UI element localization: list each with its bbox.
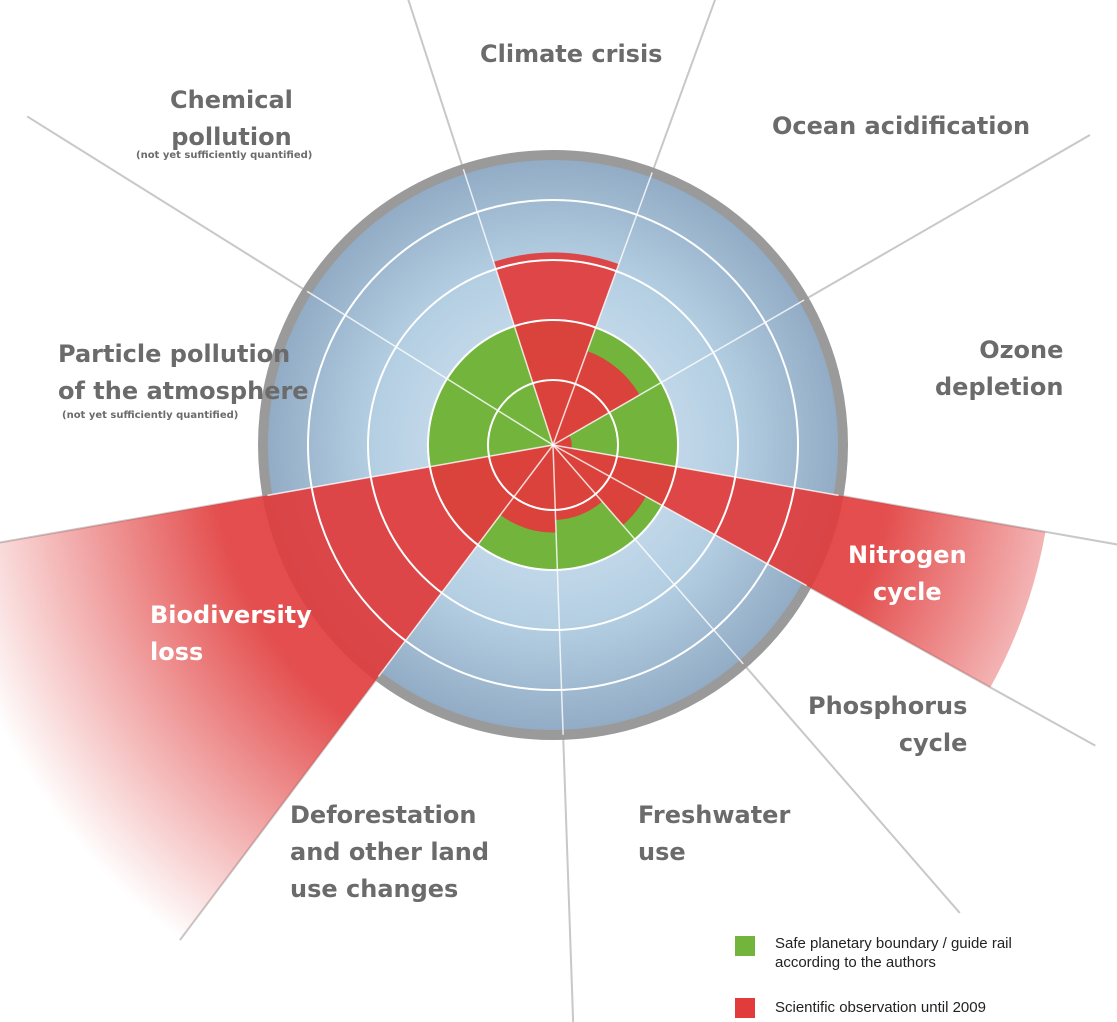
sector-line: [552, 299, 805, 446]
observation-wedge: [0, 445, 553, 945]
boundary-wedge: [428, 378, 553, 467]
legend-swatch: [735, 998, 755, 1018]
sector-line: [462, 168, 554, 446]
observation-wedge: [500, 445, 557, 533]
label: Biodiversity loss: [150, 601, 312, 666]
observation-wedge: [553, 351, 640, 445]
ring: [487, 379, 619, 511]
note: (not yet sufficiently quantified): [136, 150, 313, 161]
label: Phosphorus cycle: [808, 692, 968, 757]
sector-line: [552, 444, 808, 587]
observation-wedge: [553, 445, 1046, 688]
legend-swatch: [735, 936, 755, 956]
label: Nitrogen cycle: [848, 541, 967, 606]
sector-line: [552, 444, 744, 665]
label: Deforestation and other land use changes: [290, 801, 490, 903]
label: Ozone depletion: [935, 336, 1064, 401]
sector-line: [377, 444, 554, 678]
sector-line: [552, 444, 564, 735]
label: Climate crisis: [480, 40, 663, 68]
sector-line: [306, 290, 554, 446]
ring: [307, 199, 799, 691]
boundary-wedge: [446, 326, 553, 445]
observation-wedge: [493, 252, 619, 445]
sector-line: [552, 444, 839, 497]
label: Freshwater use: [638, 801, 791, 866]
legend-label: Scientific observation until 2009: [775, 999, 986, 1016]
ring: [367, 259, 739, 631]
observation-wedge: [553, 445, 646, 526]
legend-label: Safe planetary boundary / guide rail acc…: [775, 935, 1012, 971]
label: Particle pollution of the atmosphere: [58, 340, 309, 405]
label: Ocean acidification: [772, 112, 1031, 140]
observation-wedge: [553, 445, 603, 520]
sector-line: [267, 444, 554, 497]
note: (not yet sufficiently quantified): [62, 410, 239, 421]
sector-line: [552, 172, 653, 446]
ring: [427, 319, 679, 571]
label: Chemical pollution: [170, 86, 293, 151]
